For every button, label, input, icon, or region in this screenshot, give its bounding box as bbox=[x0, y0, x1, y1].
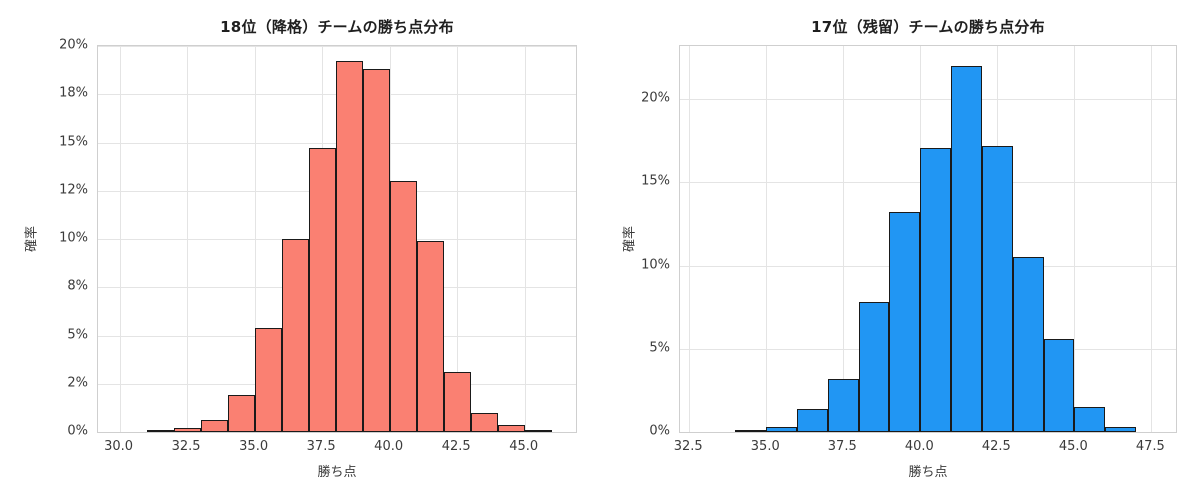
y-tick-label: 10% bbox=[59, 230, 88, 246]
x-tick-label: 35.0 bbox=[239, 439, 269, 454]
x-tick-label: 45.0 bbox=[509, 439, 539, 454]
histogram-bar bbox=[1105, 427, 1136, 432]
histogram-bar bbox=[470, 412, 498, 432]
y-tick-label: 8% bbox=[67, 278, 88, 294]
y-tick-label: 20% bbox=[641, 90, 670, 106]
histogram-bar bbox=[735, 430, 767, 432]
y-tick-label: 0% bbox=[649, 423, 670, 439]
x-tick-label: 30.0 bbox=[104, 439, 134, 454]
y-tick-label: 0% bbox=[67, 423, 88, 439]
histogram-bar bbox=[254, 327, 282, 432]
y-tick-label: 15% bbox=[59, 134, 88, 149]
gridline-horizontal bbox=[98, 432, 576, 433]
x-tick-label: 35.0 bbox=[750, 439, 780, 454]
histogram-bar bbox=[362, 69, 390, 432]
histogram-bar bbox=[951, 65, 982, 432]
right-chart-title: 17位（残留）チームの勝ち点分布 bbox=[811, 18, 1045, 36]
histogram-bar bbox=[497, 425, 525, 432]
y-tick-label: 2% bbox=[67, 375, 88, 391]
x-tick-label: 40.0 bbox=[374, 439, 404, 454]
histogram-bar bbox=[889, 212, 921, 432]
right-y-axis-label: 確率 bbox=[622, 225, 638, 253]
histogram-bar bbox=[389, 181, 417, 432]
x-tick-label: 45.0 bbox=[1058, 439, 1088, 454]
y-tick-label: 10% bbox=[641, 257, 670, 273]
left-y-axis-label: 確率 bbox=[24, 225, 40, 253]
x-tick-label: 47.5 bbox=[1135, 439, 1165, 454]
y-tick-label: 5% bbox=[67, 327, 88, 342]
histogram-bar bbox=[416, 240, 444, 432]
gridline-vertical bbox=[689, 46, 691, 432]
y-tick-label: 5% bbox=[649, 340, 670, 356]
x-tick-label: 37.5 bbox=[306, 439, 336, 454]
x-tick-label: 42.5 bbox=[981, 439, 1011, 454]
histogram-bar bbox=[335, 61, 363, 432]
gridline-vertical bbox=[843, 46, 845, 432]
histogram-bar bbox=[858, 302, 890, 432]
histogram-bar bbox=[1012, 257, 1044, 432]
left-chart-title: 18位（降格）チームの勝ち点分布 bbox=[220, 18, 454, 36]
histogram-bar bbox=[524, 430, 552, 432]
gridline-vertical bbox=[1074, 46, 1076, 432]
histogram-bar bbox=[227, 395, 255, 432]
gridline-vertical bbox=[766, 46, 768, 432]
histogram-bar bbox=[827, 378, 859, 432]
gridline-horizontal bbox=[98, 46, 576, 47]
histogram-bar bbox=[200, 420, 228, 432]
right-x-axis-label: 勝ち点 bbox=[908, 465, 948, 480]
gridline-horizontal bbox=[680, 432, 1176, 433]
histogram-bar bbox=[797, 408, 828, 432]
histogram-bar bbox=[1074, 407, 1106, 432]
histogram-bar bbox=[1043, 338, 1075, 432]
histogram-bar bbox=[146, 430, 174, 432]
x-tick-label: 37.5 bbox=[827, 439, 857, 454]
histogram-bar bbox=[981, 145, 1013, 432]
left-chart: 18位（降格）チームの勝ち点分布 確率 勝ち点 30.0 32.5 35.0 37.5… bbox=[24, 18, 577, 480]
x-tick-label: 32.5 bbox=[673, 439, 703, 454]
histogram-bar bbox=[308, 148, 336, 432]
right-chart: 17位（残留）チームの勝ち点分布 確率 勝ち点 32.5 35.0 37.5 40.0… bbox=[600, 0, 1200, 500]
y-tick-label: 12% bbox=[59, 182, 88, 198]
x-tick-label: 32.5 bbox=[171, 439, 201, 454]
left-x-axis-label: 勝ち点 bbox=[317, 465, 357, 480]
histogram-bar bbox=[281, 239, 309, 432]
histogram-bar bbox=[920, 147, 952, 432]
plot-area bbox=[679, 45, 1177, 433]
y-tick-label: 15% bbox=[641, 173, 670, 189]
gridline-horizontal bbox=[680, 99, 1176, 101]
plot-area bbox=[97, 45, 577, 433]
histogram-bar bbox=[443, 372, 471, 432]
y-tick-label: 20% bbox=[59, 37, 88, 53]
x-tick-label: 40.0 bbox=[904, 439, 934, 454]
gridline-vertical bbox=[1151, 46, 1153, 432]
histogram-bar bbox=[766, 427, 798, 432]
histogram-bar bbox=[173, 428, 201, 432]
x-tick-label: 42.5 bbox=[441, 439, 471, 454]
y-tick-label: 18% bbox=[59, 85, 88, 101]
